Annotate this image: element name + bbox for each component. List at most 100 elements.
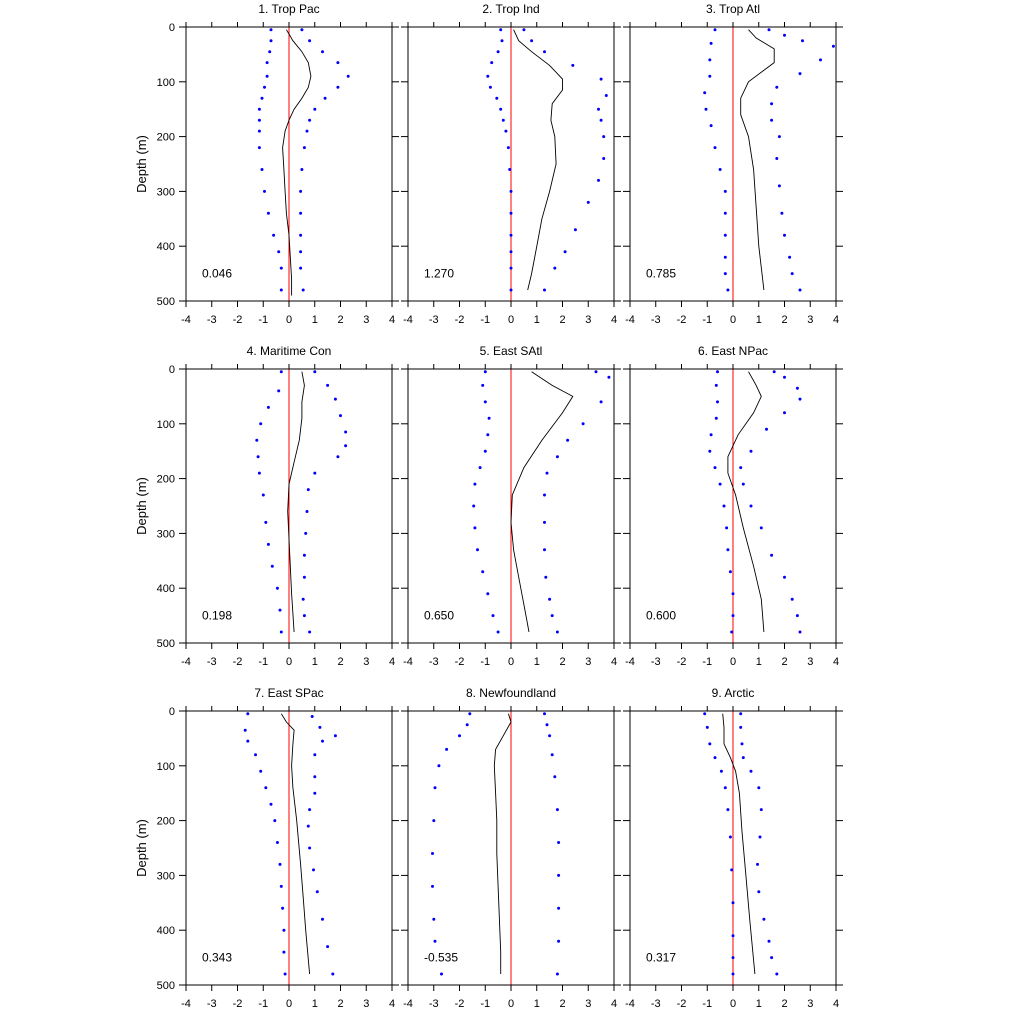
x-tick-label: -1 — [480, 998, 490, 1010]
lower-bound-point — [708, 449, 712, 453]
upper-bound-point — [336, 61, 340, 65]
x-tick-label: -2 — [677, 998, 687, 1010]
lower-bound-point — [490, 61, 494, 65]
panel-value: 0.650 — [424, 609, 454, 623]
x-tick-label: 2 — [781, 314, 787, 326]
upper-bound-point — [302, 575, 306, 579]
panel-5: -4 -3 -2 -1 0 1 2 3 4 5. East SAtl 0.650 — [401, 344, 621, 668]
y-tick-label: 200 — [157, 816, 175, 828]
x-tick-label: 4 — [833, 998, 839, 1010]
x-tick-label: 2 — [337, 656, 343, 668]
lower-bound-point — [713, 466, 717, 470]
mean-profile-line — [287, 371, 305, 633]
lower-bound-point — [270, 564, 274, 568]
upper-bound-point — [344, 444, 348, 448]
upper-bound-point — [543, 548, 546, 552]
x-tick-label: -4 — [403, 998, 413, 1010]
upper-bound-point — [346, 74, 350, 78]
upper-bound-point — [545, 471, 549, 475]
upper-bound-point — [557, 841, 561, 844]
lower-bound-point — [246, 712, 250, 716]
x-tick-label: -3 — [207, 656, 217, 668]
upper-bound-point — [801, 39, 804, 43]
lower-bound-point — [718, 482, 722, 486]
upper-bound-point — [543, 288, 546, 292]
lower-bound-point — [279, 370, 283, 374]
x-tick-label: -2 — [455, 656, 465, 668]
x-tick-label: 4 — [389, 314, 395, 326]
x-tick-label: 0 — [286, 998, 292, 1010]
lower-bound-point — [283, 972, 287, 976]
lower-bound-point — [509, 211, 513, 215]
x-tick-label: 2 — [559, 998, 565, 1010]
upper-bound-point — [765, 427, 768, 431]
lower-bound-point — [728, 835, 732, 839]
upper-bound-point — [321, 739, 324, 743]
y-axis-label: Depth (m) — [134, 135, 149, 193]
mean-profile-line — [493, 713, 512, 974]
x-tick-label: 1 — [534, 656, 540, 668]
x-tick-label: -2 — [455, 314, 465, 326]
lower-bound-point — [282, 950, 286, 954]
lower-bound-point — [279, 884, 283, 888]
upper-bound-point — [777, 135, 781, 139]
upper-bound-point — [300, 28, 304, 32]
lower-bound-point — [723, 255, 727, 259]
upper-bound-point — [299, 250, 303, 254]
upper-bound-point — [602, 135, 606, 139]
lower-bound-point — [731, 901, 735, 905]
x-tick-label: -2 — [677, 314, 687, 326]
lower-bound-point — [488, 85, 492, 89]
lower-bound-point — [709, 124, 713, 128]
lower-bound-point — [722, 504, 726, 508]
x-tick-label: 3 — [807, 314, 813, 326]
x-tick-label: -1 — [480, 314, 490, 326]
mean-profile-line — [722, 713, 756, 975]
upper-bound-point — [798, 288, 802, 292]
lower-bound-point — [277, 250, 281, 254]
upper-bound-point — [790, 272, 794, 276]
lower-bound-point — [730, 630, 734, 634]
upper-bound-point — [326, 945, 330, 949]
lower-bound-point — [282, 928, 286, 932]
lower-bound-point — [483, 449, 487, 453]
x-tick-label: -3 — [207, 998, 217, 1010]
upper-bound-point — [607, 375, 611, 379]
mean-profile-line — [727, 371, 765, 633]
lower-bound-point — [508, 168, 512, 171]
lower-bound-point — [257, 118, 261, 122]
lower-bound-point — [728, 570, 732, 574]
upper-bound-point — [336, 85, 340, 89]
upper-bound-point — [299, 266, 303, 270]
lower-bound-point — [481, 383, 485, 387]
upper-bound-point — [308, 846, 312, 850]
lower-bound-point — [483, 400, 487, 404]
upper-bound-point — [783, 33, 786, 37]
upper-bound-point — [299, 211, 303, 215]
lower-bound-point — [256, 455, 260, 459]
upper-bound-point — [790, 597, 794, 601]
lower-bound-point — [726, 288, 730, 292]
upper-bound-point — [770, 102, 774, 106]
y-tick-label: 0 — [169, 364, 175, 376]
x-tick-label: 4 — [833, 656, 839, 668]
lower-bound-point — [432, 917, 436, 921]
upper-bound-point — [555, 455, 559, 459]
lower-bound-point — [257, 107, 261, 111]
upper-bound-point — [597, 107, 600, 111]
upper-bound-point — [795, 386, 799, 390]
lower-bound-point — [713, 146, 717, 150]
upper-bound-point — [321, 50, 324, 54]
upper-bound-point — [543, 712, 546, 716]
panel-title: 7. East SPac — [254, 686, 323, 700]
lower-bound-point — [465, 723, 469, 727]
x-tick-label: 1 — [312, 314, 318, 326]
upper-bound-point — [333, 397, 337, 401]
upper-bound-point — [586, 200, 590, 204]
upper-bound-point — [304, 531, 308, 535]
lower-bound-point — [277, 389, 281, 393]
upper-bound-point — [783, 575, 786, 579]
upper-bound-point — [599, 118, 603, 122]
panel-value: 0.317 — [646, 951, 676, 965]
x-tick-label: 0 — [508, 998, 514, 1010]
